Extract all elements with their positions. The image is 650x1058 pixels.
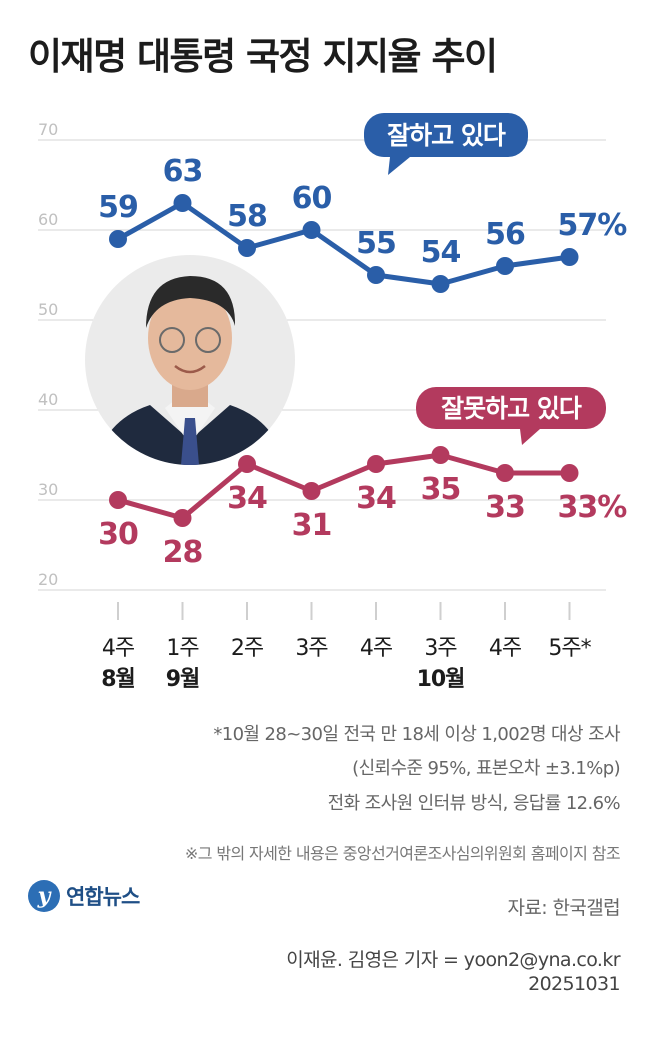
- data-label: 35: [421, 472, 461, 507]
- data-label: 34: [356, 481, 396, 516]
- data-label: 54: [421, 235, 461, 270]
- y-tick-label: 30: [38, 480, 58, 499]
- month-label: 8월: [101, 667, 135, 692]
- portrait-tie: [181, 418, 199, 465]
- y-tick-label: 70: [38, 120, 58, 139]
- data-point: [302, 221, 321, 239]
- x-tick-label: 4주: [360, 636, 393, 661]
- data-point: [173, 194, 192, 212]
- legend-bubble-0: [364, 113, 528, 157]
- data-label: 60: [292, 181, 332, 216]
- survey-note-1: *10월 28~30일 전국 만 18세 이상 1,002명 대상 조사: [213, 724, 620, 745]
- y-tick-label: 40: [38, 390, 58, 409]
- data-label: 59: [98, 190, 138, 225]
- legend-label: 잘하고 있다: [387, 121, 506, 150]
- month-label: 10월: [417, 667, 465, 692]
- legend-bubble-1: [416, 387, 606, 429]
- data-point: [560, 464, 579, 482]
- y-tick-label: 60: [38, 210, 58, 229]
- portrait-glasses-right: [195, 327, 221, 353]
- portrait-glasses-left: [159, 327, 185, 353]
- data-point: [367, 266, 385, 284]
- legend-bubble-tail-1: [520, 429, 540, 445]
- data-label: 57%: [558, 208, 628, 243]
- reporter-note: 이재윤. 김영은 기자 = yoon2@yna.co.kr: [286, 949, 620, 971]
- portrait-suit: [95, 405, 285, 465]
- data-label: 63: [163, 154, 203, 189]
- detail-note: ※그 밖의 자세한 내용은 중앙선거여론조사심의위원회 홈페이지 참조: [184, 844, 621, 863]
- data-point: [496, 464, 514, 482]
- data-label: 56: [485, 217, 525, 252]
- legend-bubble-tail-0: [388, 157, 410, 175]
- data-point: [560, 248, 579, 266]
- legend-label: 잘못하고 있다: [441, 394, 582, 423]
- portrait: [85, 255, 295, 465]
- data-point: [302, 482, 321, 500]
- data-label: 34: [227, 481, 267, 516]
- data-point: [109, 230, 127, 248]
- data-label: 58: [227, 199, 267, 234]
- data-point: [238, 239, 256, 257]
- y-tick-label: 20: [38, 570, 58, 589]
- series-line-0: [116, 200, 570, 287]
- x-tick-label: 4주: [489, 636, 522, 661]
- x-tick-label: 4주: [102, 636, 135, 661]
- data-point: [431, 275, 450, 293]
- month-label: 9월: [166, 667, 200, 692]
- y-tick-label: 50: [38, 300, 58, 319]
- logo-text: 연합뉴스: [66, 885, 140, 909]
- x-tick-label: 2주: [231, 636, 264, 661]
- x-tick-label: 3주: [295, 636, 328, 661]
- data-point: [496, 257, 514, 275]
- date-note: 20251031: [528, 973, 621, 995]
- page-title: 이재명 대통령 국정 지지율 추이: [28, 35, 498, 78]
- data-label: 33: [485, 490, 525, 525]
- source-note: 자료: 한국갤럽: [507, 897, 620, 919]
- yonhap-logo: y 연합뉴스: [28, 880, 140, 912]
- data-point: [173, 509, 192, 527]
- data-label: 33%: [558, 490, 628, 525]
- x-tick-label: 3주: [424, 636, 457, 661]
- data-label: 28: [163, 535, 203, 570]
- portrait-face: [148, 286, 232, 390]
- data-point: [367, 455, 385, 473]
- portrait-hair: [146, 276, 236, 328]
- x-tick-label: 5주*: [548, 636, 591, 661]
- line-chart: 70 60 50 40 30 20 59 63 58 60 55 54 56 57% 30 28 34 31 34…: [38, 113, 628, 692]
- survey-note-2: (신뢰수준 95%, 표본오차 ±3.1%p): [352, 758, 620, 779]
- survey-note-3: 전화 조사원 인터뷰 방식, 응답률 12.6%: [327, 793, 621, 814]
- data-point: [431, 446, 450, 464]
- yonhap-logo-icon: y: [28, 880, 60, 912]
- data-label: 55: [356, 226, 396, 261]
- data-point: [109, 491, 127, 509]
- x-tick-label: 1주: [166, 636, 199, 661]
- data-label: 31: [292, 508, 332, 543]
- series-line-1: [117, 452, 570, 521]
- portrait-smile: [174, 364, 206, 374]
- data-label: 30: [98, 517, 138, 552]
- data-point: [238, 455, 256, 473]
